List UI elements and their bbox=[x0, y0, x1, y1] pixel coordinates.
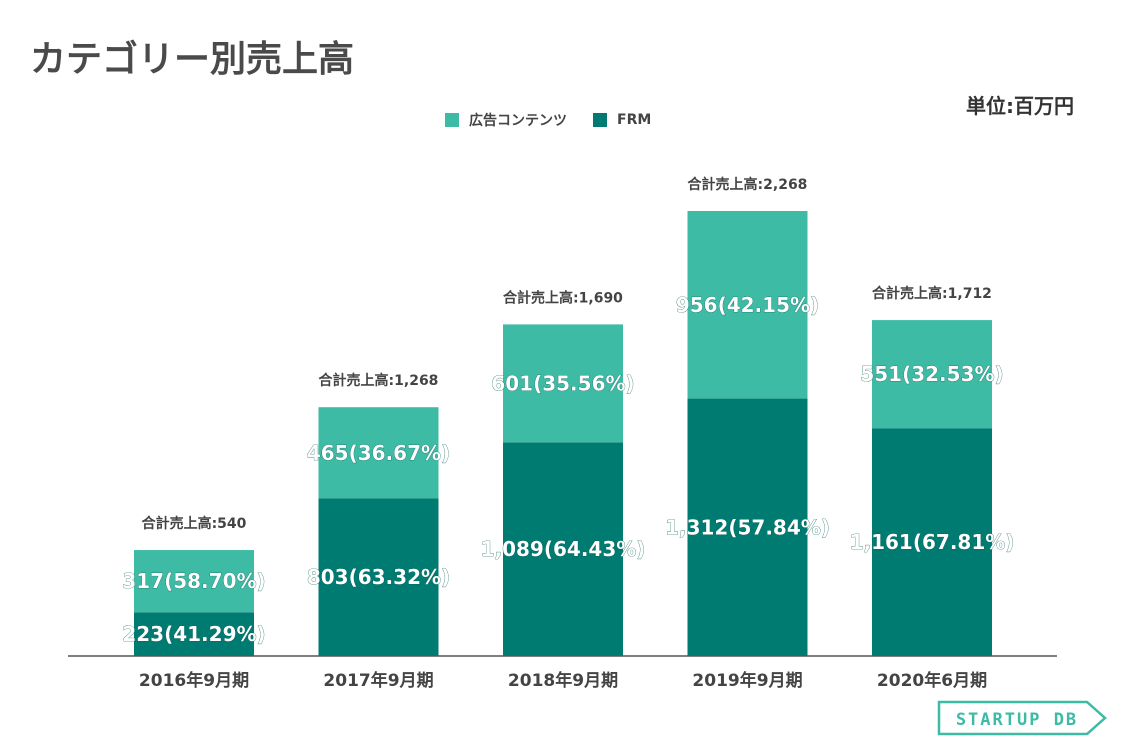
bar-frm-1 bbox=[318, 498, 439, 656]
total-label-0: 合計売上高:540 bbox=[142, 515, 247, 532]
data-label-frm-1: 803(63.32%) bbox=[307, 565, 450, 589]
data-label-ad-0: 317(58.70%) bbox=[122, 569, 265, 593]
legend-swatch-frm bbox=[593, 113, 607, 127]
page-title: カテゴリー別売上高 bbox=[30, 39, 355, 80]
x-tick-label-2: 2018年9月期 bbox=[508, 670, 618, 691]
legend-label-frm: FRM bbox=[617, 112, 652, 128]
legend-label-ad: 広告コンテンツ bbox=[469, 113, 567, 129]
data-label-frm-0: 223(41.29%) bbox=[122, 622, 265, 646]
total-label-4: 合計売上高:1,712 bbox=[872, 285, 992, 302]
data-label-frm-3: 1,312(57.84%) bbox=[665, 515, 830, 539]
legend-swatch-ad bbox=[445, 113, 459, 127]
bar-ad-2 bbox=[503, 324, 623, 443]
x-tick-label-4: 2020年6月期 bbox=[877, 670, 987, 691]
total-label-2: 合計売上高:1,690 bbox=[503, 289, 623, 306]
x-tick-label-1: 2017年9月期 bbox=[323, 670, 433, 691]
bars-group bbox=[134, 211, 992, 656]
x-tick-label-3: 2019年9月期 bbox=[692, 670, 802, 691]
bar-frm-3 bbox=[687, 398, 808, 656]
total-label-3: 合計売上高:2,268 bbox=[688, 176, 808, 193]
logo-text: STARTUP DB bbox=[956, 710, 1078, 730]
legend-item-ad: 広告コンテンツ bbox=[445, 110, 567, 130]
x-tick-label-0: 2016年9月期 bbox=[139, 670, 249, 691]
bar-frm-2 bbox=[503, 442, 623, 656]
legend-item-frm: FRM bbox=[593, 112, 651, 128]
bar-ad-3 bbox=[687, 211, 808, 399]
total-label-1: 合計売上高:1,268 bbox=[319, 372, 439, 389]
bar-ad-0 bbox=[134, 550, 254, 613]
unit-label: 単位:百万円 bbox=[966, 94, 1074, 118]
data-label-frm-2: 1,089(64.43%) bbox=[481, 537, 646, 561]
startup-db-logo: STARTUP DB bbox=[937, 700, 1107, 736]
bar-frm-0 bbox=[134, 612, 254, 656]
data-label-frm-4: 1,161(67.81%) bbox=[850, 530, 1015, 554]
data-label-ad-2: 601(35.56%) bbox=[491, 371, 634, 395]
labels-group: 223(41.29%) 317(58.70%) 合計売上高:540 2016年9月期 8… bbox=[122, 176, 1015, 691]
bar-ad-1 bbox=[318, 407, 439, 499]
bar-ad-4 bbox=[872, 320, 992, 429]
bar-frm-4 bbox=[872, 428, 992, 656]
data-label-ad-4: 551(32.53%) bbox=[860, 362, 1003, 386]
data-label-ad-1: 465(36.67%) bbox=[307, 441, 450, 465]
data-label-ad-3: 956(42.15%) bbox=[676, 293, 819, 317]
chart-legend: 広告コンテンツ FRM bbox=[445, 110, 677, 130]
